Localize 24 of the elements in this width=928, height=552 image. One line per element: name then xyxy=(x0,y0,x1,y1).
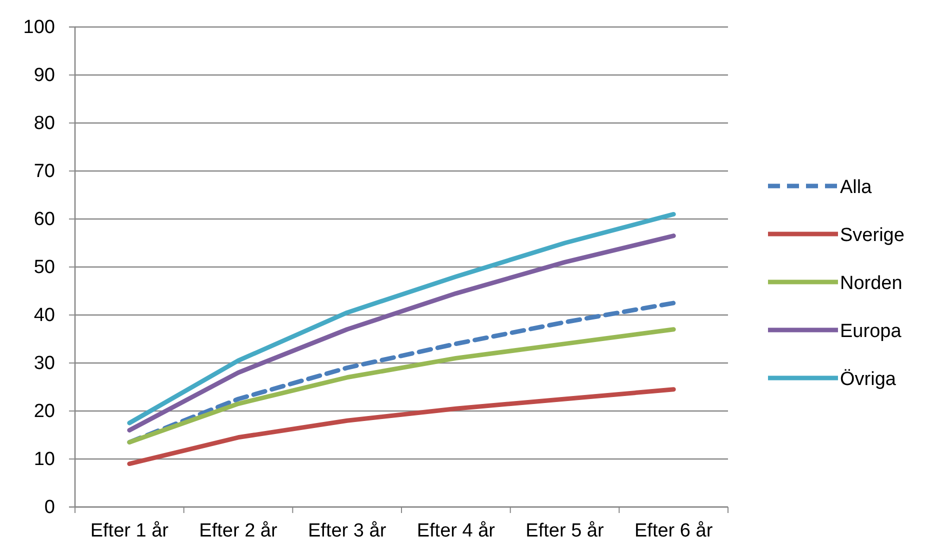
legend-label: Sverige xyxy=(840,225,904,246)
legend-label: Alla xyxy=(840,177,872,198)
legend-label: Övriga xyxy=(840,369,896,390)
y-tick-label: 90 xyxy=(34,65,55,86)
y-tick-label: 40 xyxy=(34,305,55,326)
y-tick-label: 100 xyxy=(23,17,55,38)
y-tick-label: 10 xyxy=(34,449,55,470)
y-tick-label: 20 xyxy=(34,401,55,422)
x-tick-label: Efter 4 år xyxy=(416,520,496,542)
y-tick-label: 50 xyxy=(34,257,55,278)
x-tick-label: Efter 1 år xyxy=(90,520,170,542)
y-tick-label: 30 xyxy=(34,353,55,374)
legend-label: Norden xyxy=(840,273,902,294)
line-series xyxy=(127,387,676,466)
x-tick-label: Efter 2 år xyxy=(199,520,278,542)
line-series xyxy=(127,327,676,444)
y-tick-label: 70 xyxy=(34,161,55,182)
x-tick-label: Efter 6 år xyxy=(634,520,714,542)
x-tick-label: Efter 5 år xyxy=(526,520,604,542)
y-tick-label: 60 xyxy=(34,209,55,230)
y-tick-label: 80 xyxy=(34,113,55,134)
y-tick-label: 0 xyxy=(44,497,55,518)
x-tick-label: Efter 3 år xyxy=(308,520,387,542)
legend-label: Europa xyxy=(840,321,902,342)
